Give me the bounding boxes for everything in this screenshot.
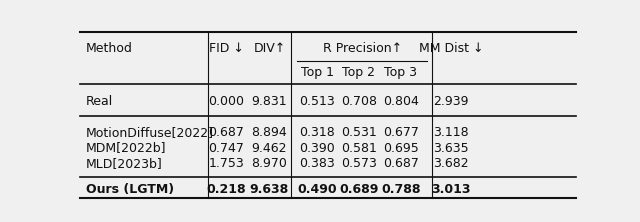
- Text: 1.753: 1.753: [209, 157, 244, 170]
- Text: 0.581: 0.581: [341, 141, 377, 155]
- Text: Top 2: Top 2: [342, 66, 375, 79]
- Text: 2.939: 2.939: [433, 95, 468, 108]
- Text: 0.383: 0.383: [300, 157, 335, 170]
- Text: 0.390: 0.390: [300, 141, 335, 155]
- Text: 0.687: 0.687: [209, 126, 244, 139]
- Text: Real: Real: [86, 95, 113, 108]
- Text: 0.695: 0.695: [383, 141, 419, 155]
- Text: 3.682: 3.682: [433, 157, 469, 170]
- Text: 0.513: 0.513: [300, 95, 335, 108]
- Text: MM Dist ↓: MM Dist ↓: [419, 42, 483, 55]
- Text: 0.218: 0.218: [207, 182, 246, 196]
- Text: 3.118: 3.118: [433, 126, 469, 139]
- Text: MotionDiffuse[2022]: MotionDiffuse[2022]: [86, 126, 214, 139]
- Text: 9.638: 9.638: [250, 182, 289, 196]
- Text: 0.788: 0.788: [381, 182, 420, 196]
- Text: 9.831: 9.831: [252, 95, 287, 108]
- Text: 0.531: 0.531: [341, 126, 376, 139]
- Text: 8.894: 8.894: [252, 126, 287, 139]
- Text: 0.000: 0.000: [209, 95, 244, 108]
- Text: MDM[2022b]: MDM[2022b]: [86, 141, 166, 155]
- Text: DIV↑: DIV↑: [253, 42, 285, 55]
- Text: 0.708: 0.708: [340, 95, 377, 108]
- Text: 0.804: 0.804: [383, 95, 419, 108]
- Text: 0.490: 0.490: [297, 182, 337, 196]
- Text: 0.573: 0.573: [341, 157, 377, 170]
- Text: 0.677: 0.677: [383, 126, 419, 139]
- Text: Top 3: Top 3: [385, 66, 417, 79]
- Text: 0.747: 0.747: [209, 141, 244, 155]
- Text: MLD[2023b]: MLD[2023b]: [86, 157, 163, 170]
- Text: 3.635: 3.635: [433, 141, 469, 155]
- Text: 0.689: 0.689: [339, 182, 378, 196]
- Text: 3.013: 3.013: [431, 182, 471, 196]
- Text: Top 1: Top 1: [301, 66, 333, 79]
- Text: 0.318: 0.318: [300, 126, 335, 139]
- Text: 0.687: 0.687: [383, 157, 419, 170]
- Text: 9.462: 9.462: [252, 141, 287, 155]
- Text: 8.970: 8.970: [252, 157, 287, 170]
- Text: R Precision↑: R Precision↑: [323, 42, 402, 55]
- Text: Method: Method: [86, 42, 133, 55]
- Text: FID ↓: FID ↓: [209, 42, 244, 55]
- Text: Ours (LGTM): Ours (LGTM): [86, 182, 174, 196]
